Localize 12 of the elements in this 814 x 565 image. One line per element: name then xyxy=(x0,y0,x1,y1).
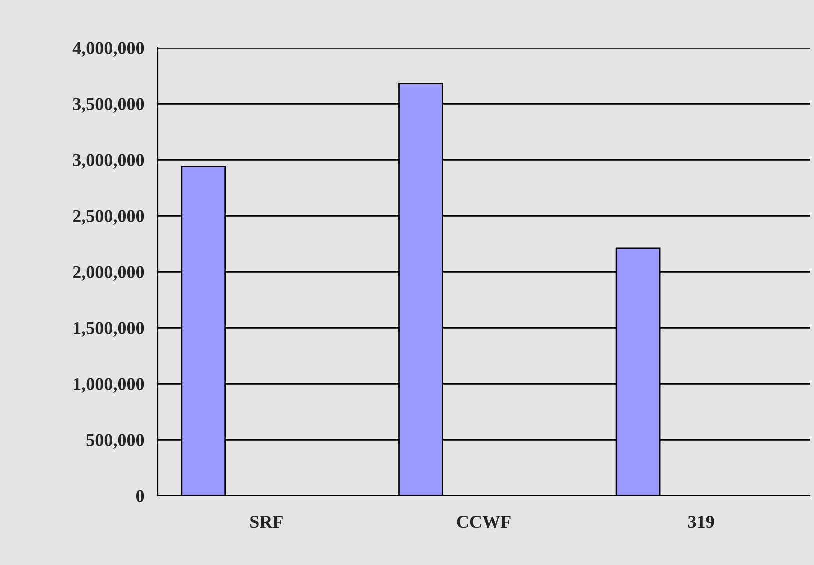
x-tick-label: CCWF xyxy=(457,516,511,528)
y-tick-label: 2,000,000 xyxy=(73,266,144,282)
y-tick-label: 2,500,000 xyxy=(73,210,144,226)
y-tick-label: 4,000,000 xyxy=(72,42,144,58)
y-tick-label: 1,500,000 xyxy=(74,322,144,338)
x-tick-label: 319 xyxy=(688,516,714,528)
y-tick-label: 3,500,000 xyxy=(73,98,144,114)
y-tick-label: 1,000,000 xyxy=(74,378,144,394)
x-tick-label: SRF xyxy=(250,516,283,528)
y-tick-label: 3,000,000 xyxy=(73,154,144,170)
y-tick-label: 500,000 xyxy=(86,434,144,450)
y-tick-label: 0 xyxy=(136,490,144,502)
